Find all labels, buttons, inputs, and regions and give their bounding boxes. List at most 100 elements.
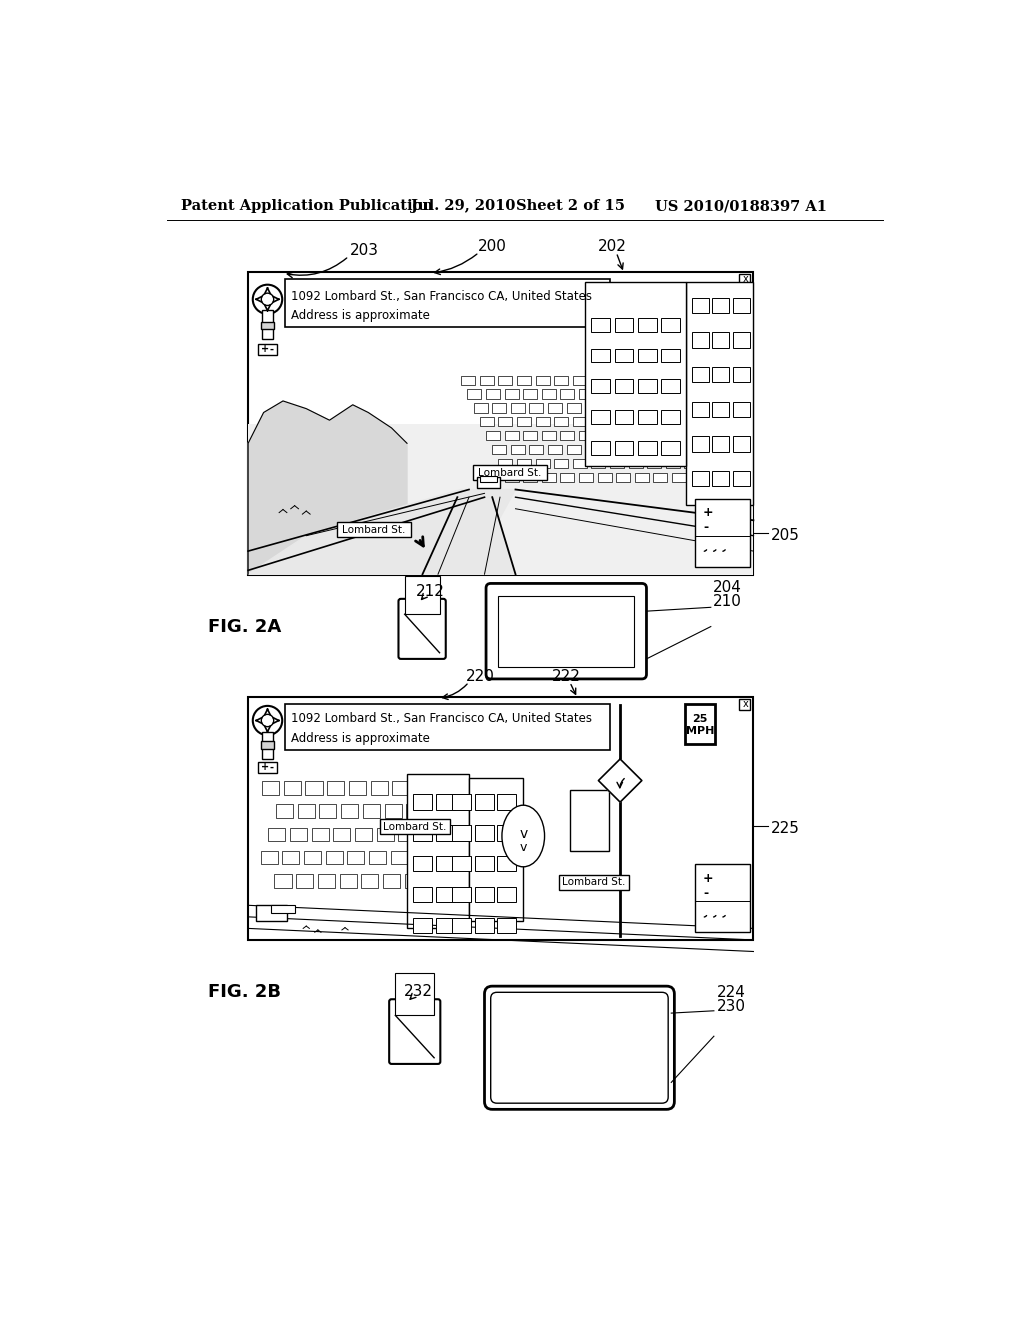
Bar <box>392 781 410 795</box>
Bar <box>554 376 568 385</box>
Bar <box>337 521 411 537</box>
Bar <box>475 917 494 933</box>
Bar <box>475 857 494 871</box>
Bar <box>692 298 710 313</box>
FancyArrowPatch shape <box>705 550 707 552</box>
Bar <box>560 389 574 399</box>
Bar <box>258 762 276 774</box>
Text: +: + <box>703 871 714 884</box>
Bar <box>404 576 439 614</box>
Bar <box>579 430 593 441</box>
Bar <box>256 906 287 921</box>
Bar <box>598 389 611 399</box>
Bar <box>598 473 611 482</box>
Text: 1092 Lombard St., San Francisco CA, United States: 1092 Lombard St., San Francisco CA, Unit… <box>291 713 592 726</box>
Circle shape <box>253 706 283 735</box>
Circle shape <box>261 293 273 305</box>
Text: -: - <box>703 887 709 900</box>
Bar <box>260 850 278 865</box>
Text: Lombard St.: Lombard St. <box>342 524 406 535</box>
Bar <box>713 333 729 348</box>
Bar <box>559 875 629 890</box>
Bar <box>486 430 500 441</box>
Bar <box>436 825 455 841</box>
Bar <box>732 471 750 487</box>
Bar <box>341 804 358 818</box>
Bar <box>473 465 547 480</box>
Bar <box>592 318 610 331</box>
Bar <box>739 700 751 710</box>
Bar <box>662 348 680 363</box>
Bar <box>420 828 437 841</box>
FancyArrowPatch shape <box>714 550 716 552</box>
Text: 204: 204 <box>713 579 742 595</box>
Bar <box>262 781 280 795</box>
Bar <box>604 445 617 454</box>
Bar <box>659 445 674 454</box>
FancyArrowPatch shape <box>714 916 716 917</box>
Bar <box>586 281 686 466</box>
FancyBboxPatch shape <box>490 993 669 1104</box>
Bar <box>298 804 314 818</box>
Bar <box>592 411 610 424</box>
Bar <box>497 795 515 810</box>
Bar <box>610 459 624 469</box>
Bar <box>610 417 624 426</box>
Text: Address is approximate: Address is approximate <box>291 731 430 744</box>
Bar <box>614 379 633 393</box>
Bar <box>732 401 750 417</box>
Bar <box>653 430 668 441</box>
Bar <box>486 389 500 399</box>
Text: Patent Application Publication: Patent Application Publication <box>180 199 433 213</box>
Bar <box>629 459 643 469</box>
Bar <box>732 298 750 313</box>
Bar <box>692 437 710 451</box>
Bar <box>686 281 754 506</box>
Bar <box>713 298 729 313</box>
Bar <box>458 781 474 795</box>
FancyArrowPatch shape <box>723 550 725 552</box>
Bar <box>672 389 686 399</box>
Bar <box>517 376 531 385</box>
Bar <box>610 376 624 385</box>
Bar <box>428 804 445 818</box>
Text: 202: 202 <box>598 239 627 255</box>
Bar <box>511 445 525 454</box>
Bar <box>616 389 630 399</box>
Bar <box>268 828 286 841</box>
Bar <box>385 804 401 818</box>
Bar <box>452 857 471 871</box>
Bar <box>436 795 455 810</box>
Text: x: x <box>742 700 749 709</box>
Text: 200: 200 <box>478 239 507 255</box>
Bar <box>666 417 680 426</box>
Bar <box>260 322 274 330</box>
Bar <box>283 850 299 865</box>
Bar <box>436 887 455 903</box>
Bar <box>659 404 674 412</box>
Bar <box>592 417 605 426</box>
Bar <box>452 887 471 903</box>
Bar <box>414 795 432 810</box>
Bar <box>262 310 273 339</box>
Bar <box>377 828 394 841</box>
FancyBboxPatch shape <box>484 986 675 1109</box>
Bar <box>536 459 550 469</box>
Bar <box>452 825 471 841</box>
Bar <box>635 430 649 441</box>
Bar <box>304 850 321 865</box>
Bar <box>499 459 512 469</box>
Text: Jul. 29, 2010: Jul. 29, 2010 <box>411 199 515 213</box>
Bar <box>407 804 423 818</box>
Polygon shape <box>248 490 515 574</box>
Bar <box>536 417 550 426</box>
Text: 232: 232 <box>404 983 433 999</box>
Bar <box>732 437 750 451</box>
Bar <box>713 471 729 487</box>
Bar <box>475 887 494 903</box>
FancyArrowPatch shape <box>705 916 707 917</box>
Bar <box>435 781 453 795</box>
Bar <box>638 348 656 363</box>
FancyBboxPatch shape <box>398 599 445 659</box>
Bar <box>536 376 550 385</box>
